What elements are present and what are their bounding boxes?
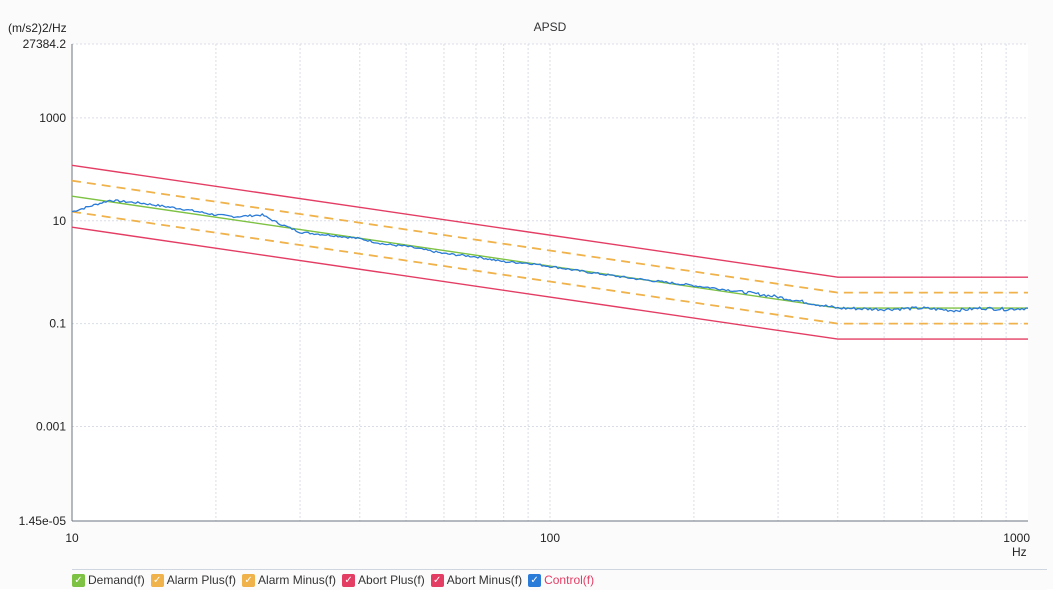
legend-item-alarm-plus[interactable]: ✓ Alarm Plus(f) (150, 573, 237, 587)
legend-item-demand[interactable]: ✓ Demand(f) (72, 573, 145, 587)
check-icon: ✓ (72, 573, 85, 587)
x-tick-label: 100 (540, 531, 560, 545)
legend-label: Alarm Minus(f) (258, 573, 337, 587)
series-line-alarm-plus (71, 179, 1028, 294)
check-icon: ✓ (150, 573, 164, 587)
legend-label: Alarm Plus(f) (166, 573, 237, 587)
check-icon: ✓ (430, 573, 444, 587)
x-tick-label: 1000 (1003, 531, 1030, 545)
legend-label: Abort Plus(f) (358, 573, 425, 587)
x-axis-label: Hz (1012, 545, 1027, 559)
x-tick-label: 10 (65, 531, 79, 545)
y-tick-label: 1000 (39, 111, 66, 125)
y-tick-label: 27384.2 (23, 37, 67, 51)
series-line-control (71, 199, 1029, 313)
series-line-abort-plus (71, 164, 1028, 278)
y-tick-label: 1.45e-05 (19, 514, 67, 528)
y-tick-label: 0.001 (36, 419, 66, 433)
legend-item-control[interactable]: ✓ Control(f) (528, 573, 594, 587)
legend-label: Control(f) (544, 573, 595, 587)
legend: ✓ Demand(f) ✓ Alarm Plus(f) ✓ Alarm Minu… (72, 569, 1047, 590)
chart-title: APSD (533, 20, 567, 34)
legend-item-abort-minus[interactable]: ✓ Abort Minus(f) (430, 573, 523, 587)
y-tick-label: 0.1 (49, 317, 66, 331)
y-axis-label: (m/s2)2/Hz (8, 21, 67, 35)
legend-item-alarm-minus[interactable]: ✓ Alarm Minus(f) (242, 573, 336, 587)
series-line-alarm-minus (71, 210, 1028, 325)
y-tick-label: 10 (53, 214, 67, 228)
legend-label: Abort Minus(f) (446, 573, 523, 587)
check-icon: ✓ (342, 573, 356, 587)
legend-label: Demand(f) (88, 573, 145, 587)
series-line-abort-minus (71, 226, 1028, 340)
check-icon: ✓ (242, 573, 256, 587)
legend-item-abort-plus[interactable]: ✓ Abort Plus(f) (342, 573, 425, 587)
check-icon: ✓ (528, 573, 542, 587)
